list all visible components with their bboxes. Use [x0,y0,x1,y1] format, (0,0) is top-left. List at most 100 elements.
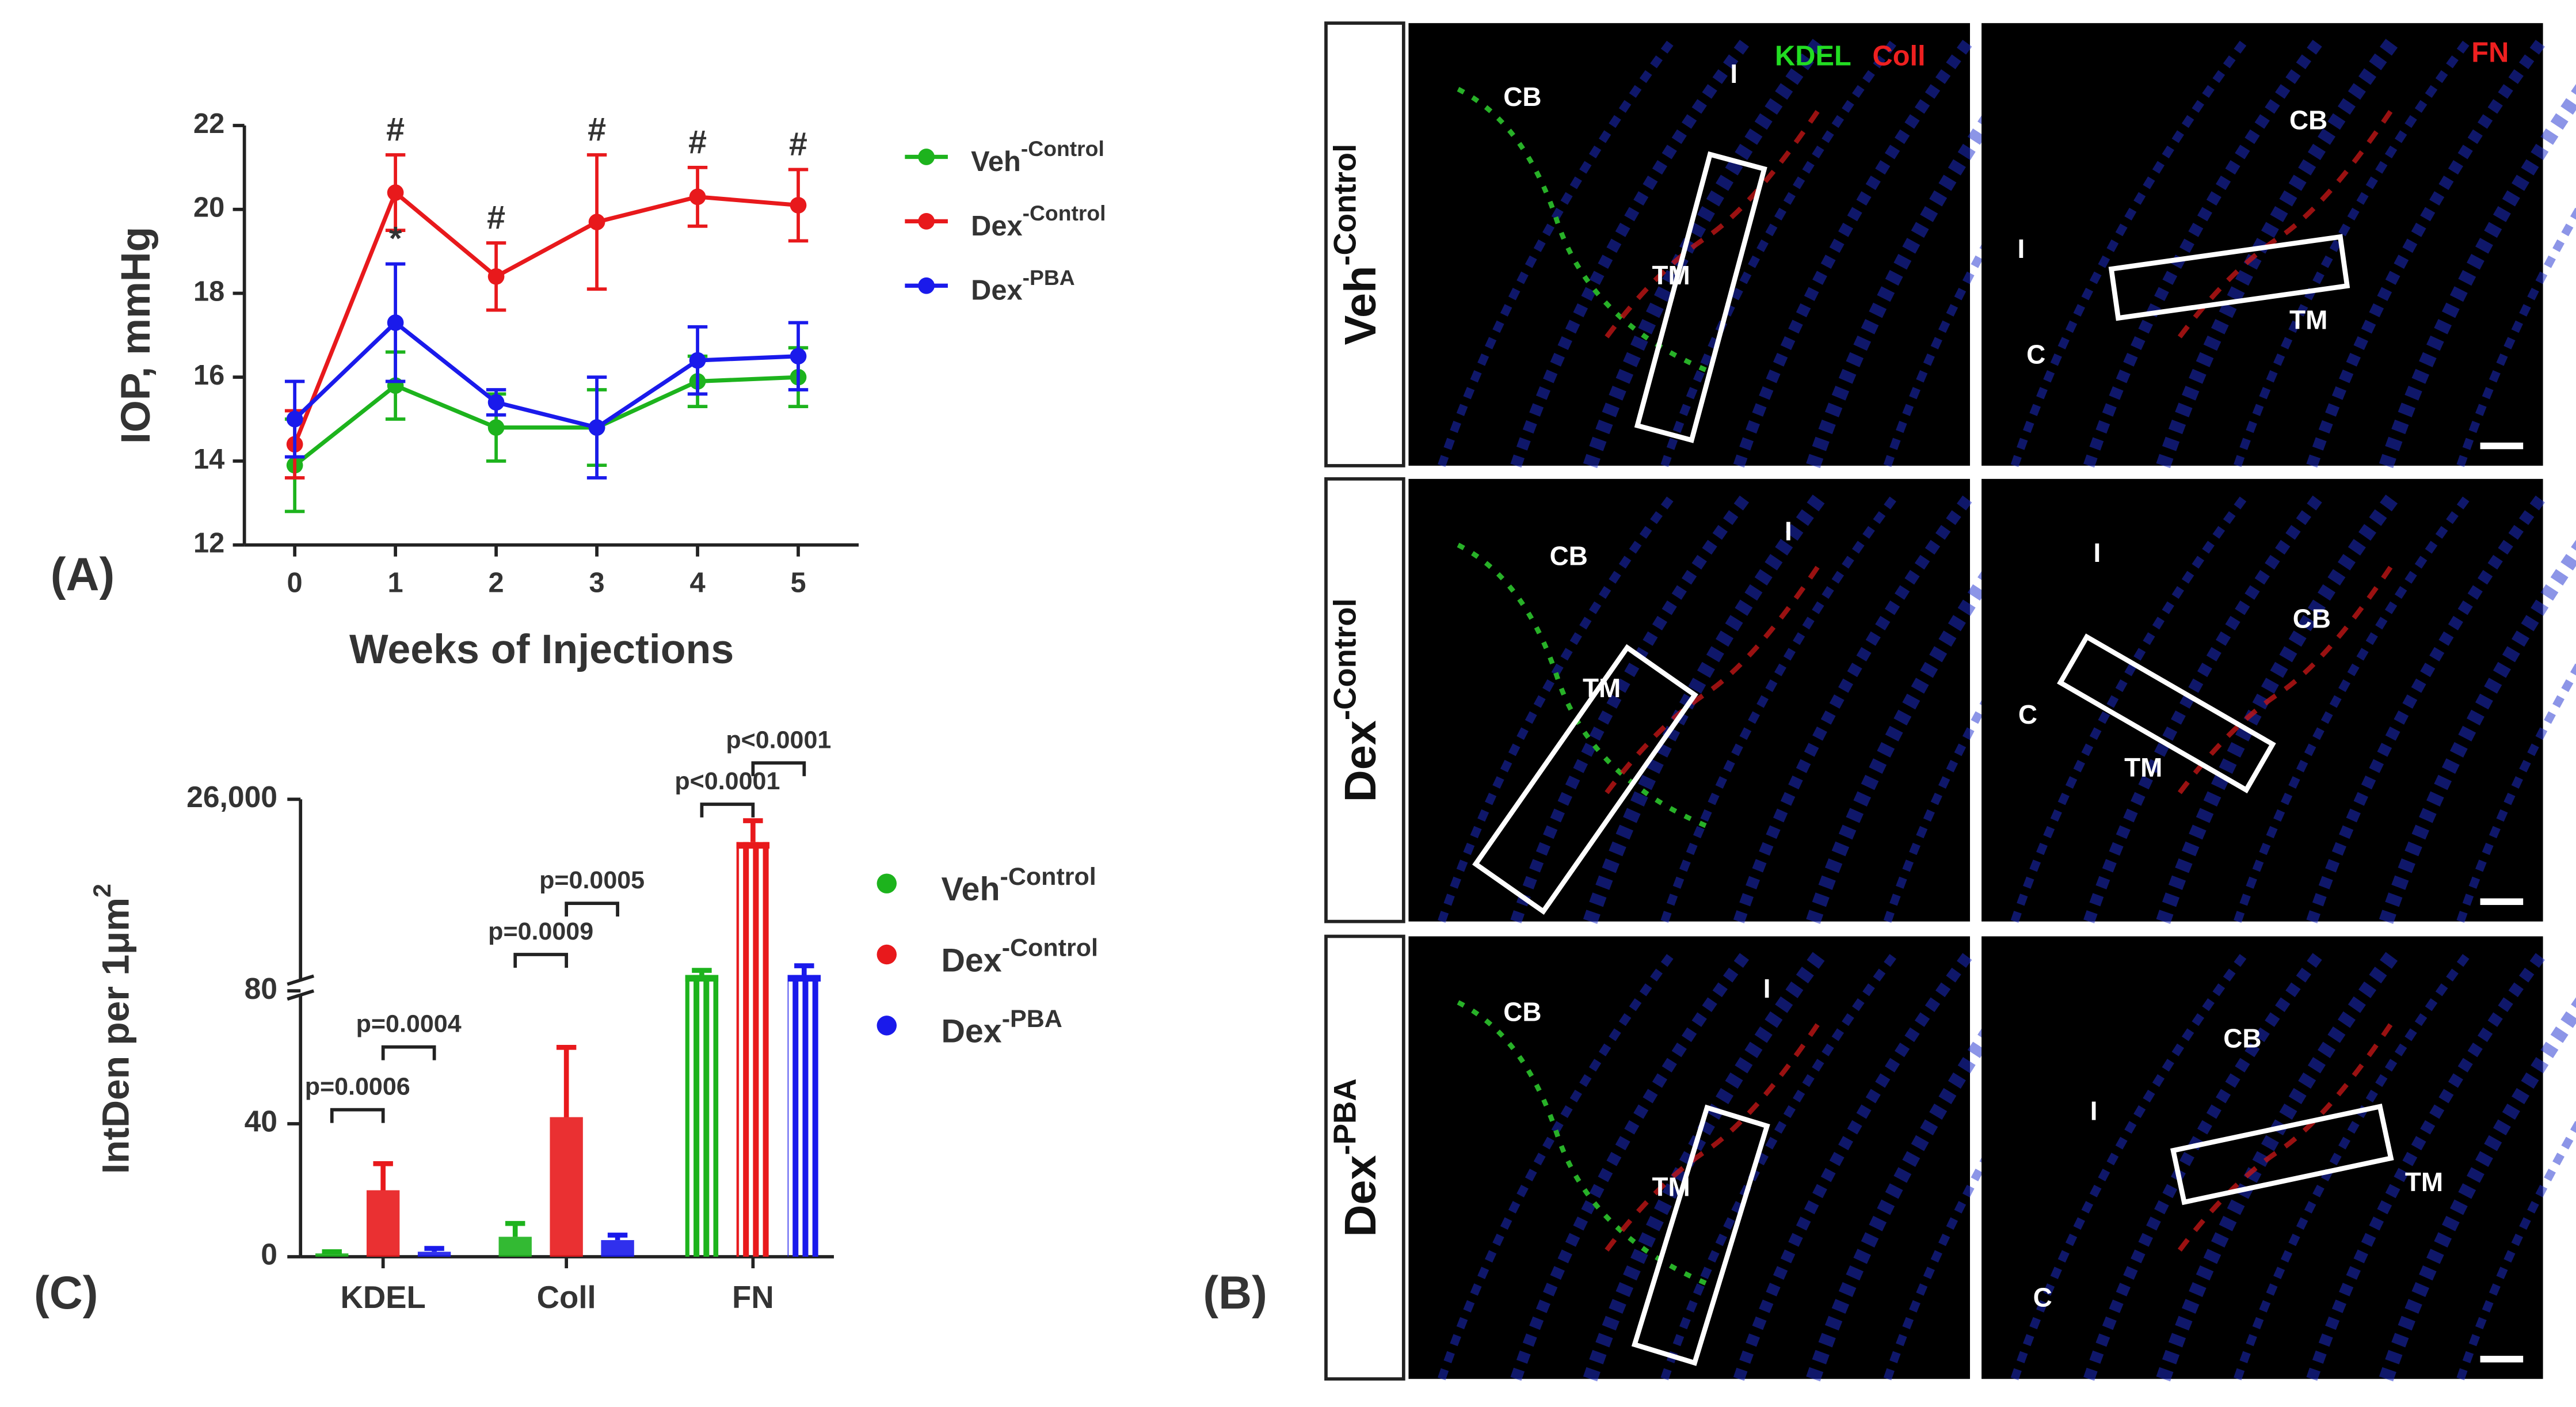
legend-marker [877,873,897,893]
error-bar [424,1246,444,1252]
error-bar [794,963,814,975]
blue-stain [2010,493,2249,923]
y-tick-label: 20 [193,192,224,223]
p-value: p=0.0006 [305,1073,410,1101]
stain-label: KDEL [1775,40,1851,71]
significance-mark: # [588,111,606,148]
point [286,410,303,428]
green-stain [1457,1000,1707,1286]
legend-label-sup: -PBA [1023,265,1075,290]
y-tick-label: 40 [245,1105,277,1138]
blue-stain [2156,490,2400,924]
blue-stain [1733,949,1975,1381]
bar-cap [685,975,719,982]
region-label: I [2090,1096,2098,1126]
error-bar [373,1161,393,1191]
legend-label: Dex-Control [941,934,1098,979]
significance-mark: * [389,220,402,257]
blue-stain [1510,949,1752,1381]
y-axis-label-main: IntDen per 1μm [94,898,137,1174]
significance-mark: # [487,199,505,236]
point [588,214,605,230]
row-label-box [1324,477,1405,923]
blue-stain [2456,662,2576,923]
blue-stain [2234,493,2472,923]
point [689,352,706,369]
region-box [2108,234,2350,321]
x-tick-label: 2 [489,567,504,598]
blue-stain [1583,948,1828,1382]
legend-label-main: Dex [971,275,1022,306]
error-bar [505,1220,525,1237]
p-value: p=0.0005 [539,866,645,894]
region-box [1634,151,1767,443]
point [387,314,404,331]
significance-bracket [330,1108,385,1123]
point [487,268,505,285]
region-label: TM [1583,673,1621,703]
x-tick-label: 3 [589,567,604,598]
blue-stain [1806,35,2051,469]
line-series [292,189,799,446]
legend-label-main: Dex [971,211,1022,242]
blue-stain [2379,83,2576,469]
legend-label-sup: -Control [1000,863,1096,891]
legend-label-main: Dex [941,942,1001,979]
significance-mark: # [789,126,807,163]
blue-stain [1660,493,1899,923]
panel-label: (B) [1203,1267,1267,1319]
green-stain [1457,87,1707,372]
blue-stain [1660,950,1899,1381]
blue-stain [2010,950,2249,1381]
significance-bracket [381,1045,436,1060]
region-label: C [2026,340,2045,370]
legend-label-sup: -PBA [1002,1005,1062,1033]
point [487,419,505,436]
p-value: p<0.0001 [675,767,780,795]
region-label: I [1730,59,1737,89]
region-label: I [1763,974,1771,1003]
blue-stain [2379,539,2576,924]
blue-stain [2456,206,2576,467]
region-label: TM [1652,260,1690,290]
bar [685,975,719,1257]
y-axis-label: IntDen per 1μm2 [89,884,137,1174]
blue-stain [2083,949,2325,1381]
bar [550,1117,583,1257]
region-label: TM [2405,1167,2443,1197]
region-label: CB [1503,82,1541,112]
region-box [2170,1103,2394,1206]
blue-stain [2083,492,2325,923]
row-label-main: Dex [1336,1155,1385,1237]
blue-stain [1510,492,1752,923]
y-tick-label: 14 [193,444,224,475]
row-label-sup: -PBA [1328,1078,1363,1155]
x-axis-label: Weeks of Injections [349,626,734,672]
bar-cap [736,842,770,849]
region-label: I [2018,234,2025,264]
legend-marker [877,944,897,965]
legend-label: Dex-PBA [971,265,1075,306]
row-label: Dex-Control [1328,598,1386,802]
significance-bracket [565,902,619,917]
error-bar [607,1233,628,1241]
blue-stain [1438,493,1676,923]
blue-stain [1660,37,1899,467]
red-stain [2177,560,2396,794]
blue-stain [2234,37,2472,467]
blue-stain [2234,950,2472,1381]
error-bar [743,818,763,842]
bar [417,1252,451,1257]
legend-label-main: Dex [941,1013,1001,1050]
y-tick-label: 18 [193,276,224,307]
blue-stain [2306,949,2548,1381]
row-label: Veh-Control [1328,144,1386,345]
row-label: Dex-PBA [1328,1078,1386,1237]
p-value: p=0.0004 [356,1010,462,1038]
stain-label: Coll [1873,40,1926,71]
row-label-box [1324,21,1405,467]
y-tick-label: 16 [193,360,224,391]
blue-stain [2456,1119,2576,1381]
point [588,419,605,436]
